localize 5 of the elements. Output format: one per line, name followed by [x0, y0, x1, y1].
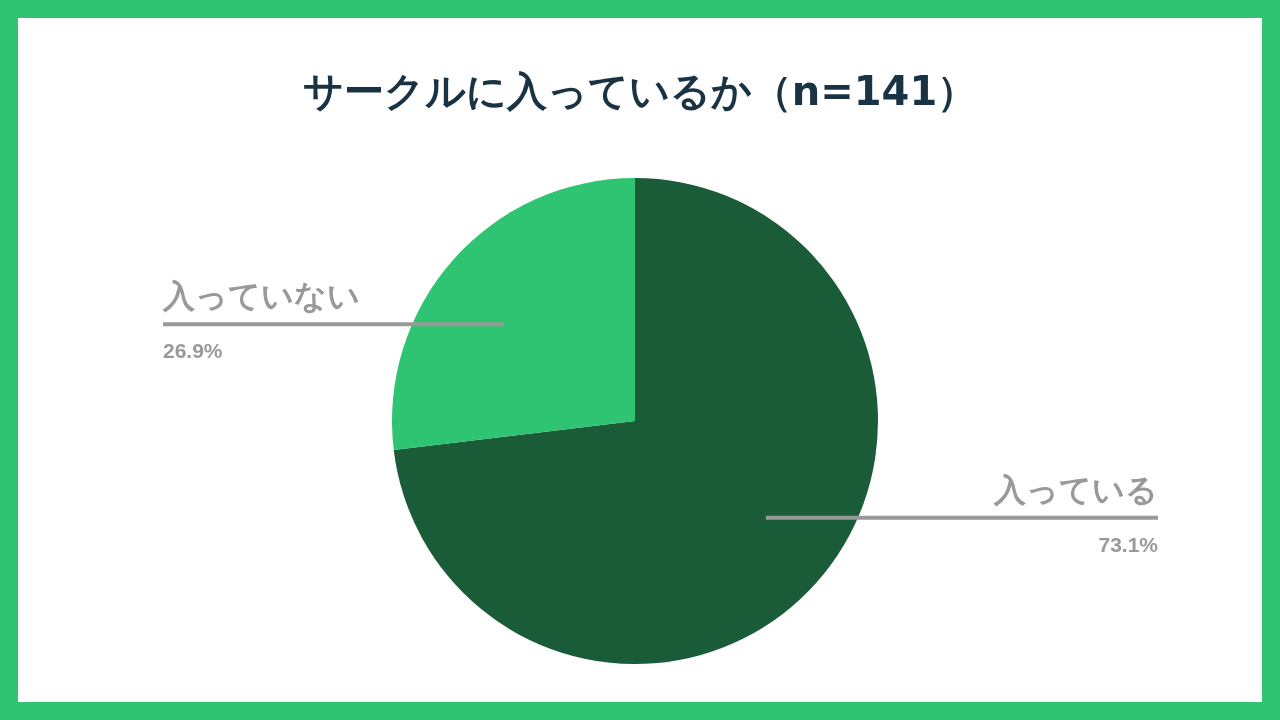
data-label: 26.9%	[163, 339, 223, 363]
slice-label: 入っていない	[162, 277, 360, 316]
slice-label: 入っている	[993, 470, 1158, 509]
chart-title: サークルに入っているか（n=141）	[302, 68, 978, 114]
data-label: 73.1%	[1098, 532, 1159, 556]
